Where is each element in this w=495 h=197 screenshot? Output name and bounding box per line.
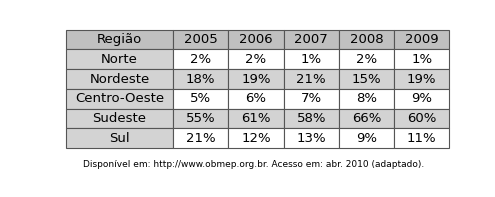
FancyBboxPatch shape <box>394 49 449 69</box>
Text: 19%: 19% <box>407 72 437 85</box>
Text: 60%: 60% <box>407 112 437 125</box>
Text: Norte: Norte <box>101 53 138 66</box>
FancyBboxPatch shape <box>284 128 339 148</box>
Text: Disponível em: http://www.obmep.org.br. Acesso em: abr. 2010 (adaptado).: Disponível em: http://www.obmep.org.br. … <box>83 160 424 169</box>
Text: Sudeste: Sudeste <box>93 112 147 125</box>
Text: Sul: Sul <box>109 132 130 145</box>
Text: 2%: 2% <box>246 53 266 66</box>
Text: Região: Região <box>97 33 142 46</box>
FancyBboxPatch shape <box>66 49 173 69</box>
Text: 66%: 66% <box>352 112 381 125</box>
Text: 19%: 19% <box>241 72 271 85</box>
FancyBboxPatch shape <box>284 89 339 109</box>
FancyBboxPatch shape <box>339 30 394 49</box>
FancyBboxPatch shape <box>173 49 228 69</box>
Text: 1%: 1% <box>300 53 322 66</box>
FancyBboxPatch shape <box>66 109 173 128</box>
Text: 12%: 12% <box>241 132 271 145</box>
FancyBboxPatch shape <box>284 69 339 89</box>
Text: 21%: 21% <box>186 132 215 145</box>
FancyBboxPatch shape <box>173 109 228 128</box>
FancyBboxPatch shape <box>339 128 394 148</box>
Text: 11%: 11% <box>407 132 437 145</box>
Text: Centro-Oeste: Centro-Oeste <box>75 92 164 105</box>
FancyBboxPatch shape <box>228 128 284 148</box>
FancyBboxPatch shape <box>228 109 284 128</box>
Text: 6%: 6% <box>246 92 266 105</box>
FancyBboxPatch shape <box>284 109 339 128</box>
FancyBboxPatch shape <box>339 49 394 69</box>
FancyBboxPatch shape <box>394 109 449 128</box>
FancyBboxPatch shape <box>228 49 284 69</box>
FancyBboxPatch shape <box>173 128 228 148</box>
Text: 1%: 1% <box>411 53 432 66</box>
FancyBboxPatch shape <box>66 69 173 89</box>
Text: 58%: 58% <box>297 112 326 125</box>
FancyBboxPatch shape <box>394 128 449 148</box>
Text: 9%: 9% <box>411 92 432 105</box>
Text: 61%: 61% <box>241 112 271 125</box>
Text: 7%: 7% <box>300 92 322 105</box>
FancyBboxPatch shape <box>173 30 228 49</box>
FancyBboxPatch shape <box>228 69 284 89</box>
FancyBboxPatch shape <box>284 49 339 69</box>
Text: 2005: 2005 <box>184 33 218 46</box>
Text: 21%: 21% <box>297 72 326 85</box>
FancyBboxPatch shape <box>284 30 339 49</box>
Text: 2009: 2009 <box>405 33 439 46</box>
FancyBboxPatch shape <box>173 89 228 109</box>
FancyBboxPatch shape <box>339 69 394 89</box>
Text: 8%: 8% <box>356 92 377 105</box>
FancyBboxPatch shape <box>66 89 173 109</box>
FancyBboxPatch shape <box>228 30 284 49</box>
FancyBboxPatch shape <box>173 69 228 89</box>
Text: 2%: 2% <box>356 53 377 66</box>
Text: 2%: 2% <box>190 53 211 66</box>
Text: 5%: 5% <box>190 92 211 105</box>
Text: 9%: 9% <box>356 132 377 145</box>
FancyBboxPatch shape <box>339 89 394 109</box>
Text: 55%: 55% <box>186 112 215 125</box>
Text: Nordeste: Nordeste <box>89 72 149 85</box>
Text: 2007: 2007 <box>295 33 328 46</box>
FancyBboxPatch shape <box>66 128 173 148</box>
Text: 2008: 2008 <box>349 33 383 46</box>
FancyBboxPatch shape <box>66 30 173 49</box>
Text: 2006: 2006 <box>239 33 273 46</box>
FancyBboxPatch shape <box>394 30 449 49</box>
FancyBboxPatch shape <box>228 89 284 109</box>
Text: 13%: 13% <box>297 132 326 145</box>
FancyBboxPatch shape <box>394 89 449 109</box>
Text: 15%: 15% <box>351 72 381 85</box>
FancyBboxPatch shape <box>394 69 449 89</box>
Text: 18%: 18% <box>186 72 215 85</box>
FancyBboxPatch shape <box>339 109 394 128</box>
